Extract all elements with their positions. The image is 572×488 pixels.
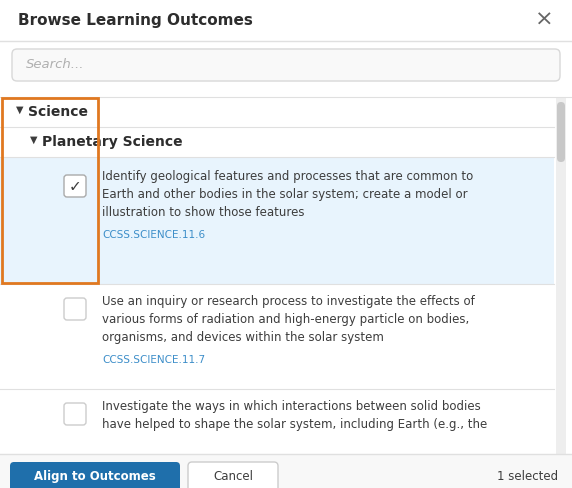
FancyBboxPatch shape — [10, 462, 180, 488]
FancyBboxPatch shape — [64, 298, 86, 320]
Bar — [0, 98, 554, 128]
Text: Cancel: Cancel — [213, 469, 253, 482]
Bar — [556, 98, 566, 454]
Text: ▼: ▼ — [16, 105, 23, 115]
Text: various forms of radiation and high-energy particle on bodies,: various forms of radiation and high-ener… — [102, 312, 469, 325]
Text: CCSS.SCIENCE.11.6: CCSS.SCIENCE.11.6 — [102, 229, 205, 240]
Bar — [0, 98, 554, 454]
Text: CCSS.SCIENCE.11.7: CCSS.SCIENCE.11.7 — [102, 354, 205, 364]
Bar — [0, 128, 554, 158]
Text: have helped to shape the solar system, including Earth (e.g., the: have helped to shape the solar system, i… — [102, 417, 487, 430]
FancyBboxPatch shape — [188, 462, 278, 488]
FancyBboxPatch shape — [12, 50, 560, 82]
Text: Earth and other bodies in the solar system; create a model or: Earth and other bodies in the solar syst… — [102, 187, 468, 201]
Bar — [0, 158, 554, 285]
Text: ▼: ▼ — [30, 135, 38, 145]
Bar — [2, 99, 98, 284]
Text: Science: Science — [28, 105, 88, 119]
Text: organisms, and devices within the solar system: organisms, and devices within the solar … — [102, 330, 384, 343]
Bar — [0, 0, 572, 42]
Bar — [0, 285, 554, 389]
FancyBboxPatch shape — [64, 403, 86, 425]
Text: Browse Learning Outcomes: Browse Learning Outcomes — [18, 13, 253, 28]
FancyBboxPatch shape — [557, 103, 565, 163]
FancyBboxPatch shape — [64, 176, 86, 198]
Text: Identify geological features and processes that are common to: Identify geological features and process… — [102, 170, 473, 183]
Text: Align to Outcomes: Align to Outcomes — [34, 469, 156, 482]
Text: Planetary Science: Planetary Science — [42, 135, 182, 149]
Text: Search...: Search... — [26, 58, 85, 71]
Text: 1 selected: 1 selected — [497, 469, 558, 482]
Text: Use an inquiry or research process to investigate the effects of: Use an inquiry or research process to in… — [102, 294, 475, 307]
Text: ×: × — [535, 10, 554, 30]
Bar — [0, 454, 572, 488]
Text: Investigate the ways in which interactions between solid bodies: Investigate the ways in which interactio… — [102, 399, 480, 412]
Text: ✓: ✓ — [69, 179, 81, 194]
Text: illustration to show those features: illustration to show those features — [102, 205, 304, 219]
Bar — [0, 389, 554, 454]
